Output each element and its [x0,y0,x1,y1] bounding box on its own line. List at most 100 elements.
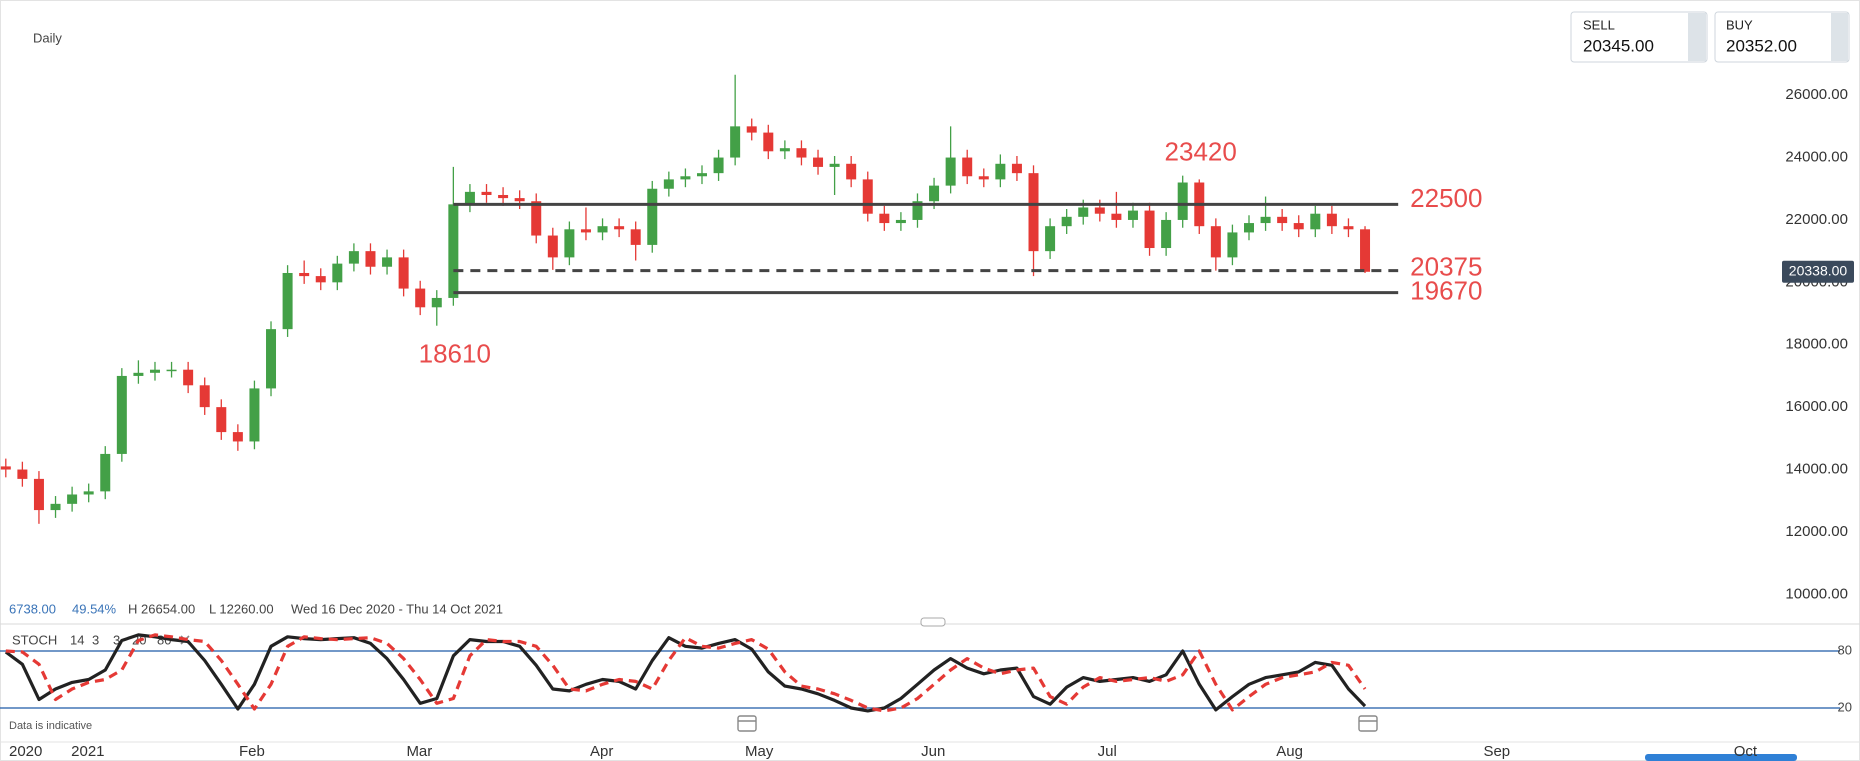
candle-body [0,466,11,470]
candle-body [199,385,210,408]
x-tick-label: 2021 [71,743,104,760]
candle-body [663,179,674,189]
high-value: H 26654.00 [128,601,195,616]
indicator-param: 3 [113,632,120,647]
candle-body [315,276,326,283]
change-value: 6738.00 [9,601,56,616]
candle-body [365,251,376,267]
candle-body [696,173,707,177]
x-tick-label: Mar [406,743,432,760]
candle-body [166,369,177,372]
candle-body [813,157,824,167]
candle-body [431,297,442,308]
candle-body [1111,213,1122,220]
current-price-label: 20338.00 [1789,262,1848,278]
calendar-icon[interactable] [1358,715,1378,732]
x-tick-label: Aug [1276,743,1303,760]
candle-body [149,369,160,373]
candle-body [1094,207,1105,214]
candle-body [929,185,940,202]
level-label: 22500 [1410,183,1482,213]
candle-body [829,163,840,167]
x-tick-label: Jul [1098,743,1117,760]
candle-body [1293,223,1304,230]
price-annotation: 23420 [1165,137,1237,167]
candle-body [597,226,608,233]
buy-price: 20352.00 [1726,36,1797,55]
candle-body [481,191,492,195]
candle-body [730,126,741,158]
indicator-param: 14 [70,632,84,647]
candle-body [282,272,293,330]
x-tick-label: 2020 [9,743,42,760]
candle-body [183,369,194,386]
candle-body [232,432,243,442]
candle-body [133,372,144,376]
candle-body [33,478,44,511]
x-tick-label: Jun [921,743,945,760]
candle-body [713,157,724,174]
candle-body [398,257,409,289]
candle-body [1061,216,1072,227]
y-tick-label: 20 [1838,699,1852,714]
candle-body [1028,173,1039,252]
y-tick-label: 22000.00 [1785,211,1848,228]
candle-body [100,453,111,492]
candle-body [1177,182,1188,220]
y-tick-label: 80 [1838,642,1852,657]
sell-label: SELL [1583,17,1615,32]
candle-body [1210,226,1221,258]
candle-body [763,132,774,152]
indicator-param: 3 [92,632,99,647]
candle-body [1260,216,1271,224]
level-label: 20375 [1410,252,1482,282]
sell-button[interactable] [1570,11,1708,63]
sell-box[interactable]: SELL 20345.00 [1570,11,1708,63]
indicator-line [5,633,1367,713]
candle-body [564,229,575,258]
candle-body [1227,232,1238,258]
y-tick-label: 14000.00 [1785,460,1848,477]
current-price-tag [1782,260,1854,283]
buy-box[interactable]: BUY 20352.00 [1714,11,1850,63]
candle-body [1326,213,1337,227]
y-tick-label: 10000.00 [1785,585,1848,602]
sell-price: 20345.00 [1583,36,1654,55]
candle-body [846,163,857,180]
action-bar[interactable] [1645,754,1797,761]
candle-body [1045,226,1056,252]
x-tick-label: Oct [1734,743,1758,760]
candle-body [962,157,973,177]
y-tick-label: 26000.00 [1785,86,1848,103]
candle-body [1343,226,1354,230]
candle-body [448,204,459,298]
calendar-icon[interactable] [737,715,757,732]
candle-body [647,188,658,245]
candle-body [348,251,359,264]
buy-label: BUY [1726,17,1753,32]
x-tick-label: May [745,743,774,760]
candle-body [67,494,78,504]
y-tick-label: 12000.00 [1785,523,1848,540]
candle-body [862,179,873,214]
candle-body [547,235,558,258]
sell-button-edge [1688,13,1706,61]
interval-label[interactable]: Daily [33,30,62,45]
candle-body [216,407,227,433]
disclaimer: Data is indicative [9,720,92,732]
candle-body [1360,229,1371,272]
panel-resize-handle[interactable] [920,617,946,627]
candle-body [249,388,260,442]
candles [0,74,1371,524]
buy-button[interactable] [1714,11,1850,63]
level-label: 19670 [1410,276,1482,306]
candle-body [1244,223,1255,233]
candle-body [464,191,475,205]
candle-body [299,272,310,277]
candle-body [531,201,542,236]
candle-body [614,226,625,230]
candle-body [630,229,641,245]
candle-body [332,263,343,283]
